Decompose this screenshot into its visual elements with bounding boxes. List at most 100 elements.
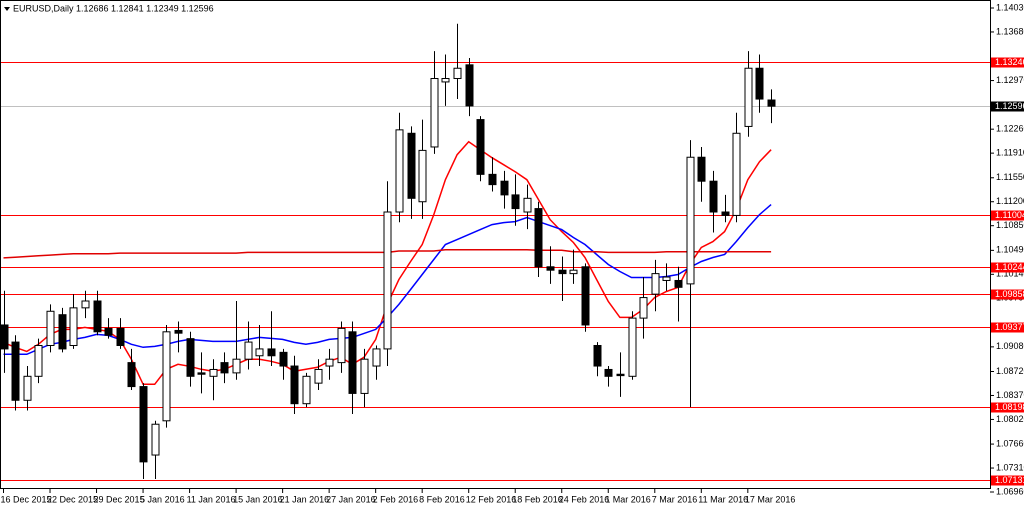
candle-body — [558, 269, 567, 275]
x-tick-label: 21 Jan 2016 — [280, 494, 330, 504]
level-label-box — [991, 322, 1024, 333]
candle-body — [511, 194, 520, 210]
candle-body — [546, 266, 555, 271]
level-label: 1.08198 — [995, 402, 1024, 412]
x-tick-label: 17 Mar 2016 — [745, 494, 796, 504]
x-tick-label: 1 Mar 2016 — [605, 494, 651, 504]
candle-body — [46, 310, 55, 346]
y-tick-label: 1.08020 — [996, 414, 1024, 424]
level-label: 1.12596 — [995, 101, 1024, 111]
y-tick-label: 1.08370 — [996, 390, 1024, 400]
level-label: 1.11004 — [995, 210, 1024, 220]
candle-body — [651, 273, 660, 295]
x-tick-label: 2 Feb 2016 — [373, 494, 419, 504]
candle-body — [744, 67, 753, 127]
y-tick-label: 1.14030 — [996, 2, 1024, 12]
candle-body — [604, 368, 613, 377]
level-label-box — [991, 101, 1024, 112]
level-label-box — [991, 475, 1024, 486]
candle-body — [581, 266, 590, 326]
y-tick-label: 1.12970 — [996, 75, 1024, 85]
candle-body — [674, 279, 683, 288]
candle-body — [639, 297, 648, 319]
candle-body — [453, 67, 462, 80]
y-tick-label: 1.10850 — [996, 220, 1024, 230]
x-tick-label: 5 Jan 2016 — [140, 494, 185, 504]
candle-body — [197, 372, 206, 375]
candle-body — [418, 149, 427, 203]
candle-body — [755, 67, 764, 100]
level-label: 1.13246 — [995, 57, 1024, 67]
candle-body — [58, 314, 67, 350]
y-tick-label: 1.11200 — [996, 196, 1024, 206]
candle-body — [662, 276, 671, 281]
candle-body — [186, 338, 195, 377]
candle-body — [348, 331, 357, 394]
y-tick-label: 1.12260 — [996, 124, 1024, 134]
candle-body — [302, 375, 311, 405]
y-tick-label: 1.10140 — [996, 269, 1024, 279]
candle-body — [441, 78, 450, 83]
candle-body — [721, 211, 730, 216]
y-tick-label: 1.07310 — [996, 462, 1024, 472]
plot-frame — [0, 0, 991, 489]
candle-body — [232, 358, 241, 374]
level-label: 1.09858 — [995, 289, 1024, 299]
candle-body — [395, 129, 404, 213]
candle-body — [23, 375, 32, 401]
candle-body — [337, 327, 346, 364]
candle-body — [325, 358, 334, 367]
x-tick-label: 8 Feb 2016 — [419, 494, 465, 504]
candle-body — [709, 180, 718, 213]
candle-body — [407, 132, 416, 199]
candle-body — [616, 373, 625, 377]
candle-body — [686, 156, 695, 285]
x-tick-label: 12 Feb 2016 — [466, 494, 517, 504]
y-tick-label: 1.07660 — [996, 438, 1024, 448]
candle-body — [69, 307, 78, 346]
candle-body — [244, 341, 253, 360]
candle-body — [162, 331, 171, 422]
chart-title: EURUSD,Daily 1.12686 1.12841 1.12349 1.1… — [13, 3, 214, 13]
candle-body — [476, 119, 485, 175]
candle-body — [279, 351, 288, 367]
candle-body — [465, 64, 474, 107]
candle-body — [93, 300, 102, 333]
y-tick-label: 1.08720 — [996, 366, 1024, 376]
level-label: 1.10244 — [995, 262, 1024, 272]
y-tick-label: 1.09080 — [996, 341, 1024, 351]
x-tick-label: 29 Dec 2015 — [94, 494, 145, 504]
candle-body — [116, 327, 125, 346]
x-tick-label: 11 Jan 2016 — [187, 494, 236, 504]
candle-body — [104, 327, 113, 336]
y-tick-label: 1.13680 — [996, 26, 1024, 36]
candle-body — [383, 211, 392, 350]
y-tick-label: 1.10490 — [996, 245, 1024, 255]
candle-body — [255, 348, 264, 357]
candle-body — [139, 386, 148, 463]
candle-body — [372, 348, 381, 367]
candle-body — [523, 197, 532, 213]
candle-body — [34, 344, 43, 377]
y-tick-label: 1.11550 — [996, 172, 1024, 182]
level-label-box — [991, 402, 1024, 413]
candle-body — [81, 300, 90, 309]
candle-body — [267, 348, 276, 357]
candle-body — [151, 423, 160, 456]
y-tick-label: 1.06960 — [996, 486, 1024, 496]
level-label: 1.09377 — [995, 322, 1024, 332]
candle-body — [569, 269, 578, 275]
candle-body — [220, 362, 229, 374]
level-label-box — [991, 289, 1024, 300]
candle-body — [360, 358, 369, 394]
candle-body — [314, 368, 323, 384]
candle-body — [697, 156, 706, 182]
candle-body — [500, 180, 509, 196]
candle-body — [209, 368, 218, 377]
candle-body — [732, 132, 741, 216]
x-tick-label: 27 Jan 2016 — [326, 494, 376, 504]
x-tick-label: 7 Mar 2016 — [652, 494, 698, 504]
candle-body — [767, 99, 776, 107]
x-tick-label: 16 Dec 2015 — [1, 494, 52, 504]
x-tick-label: 11 Mar 2016 — [698, 494, 748, 504]
